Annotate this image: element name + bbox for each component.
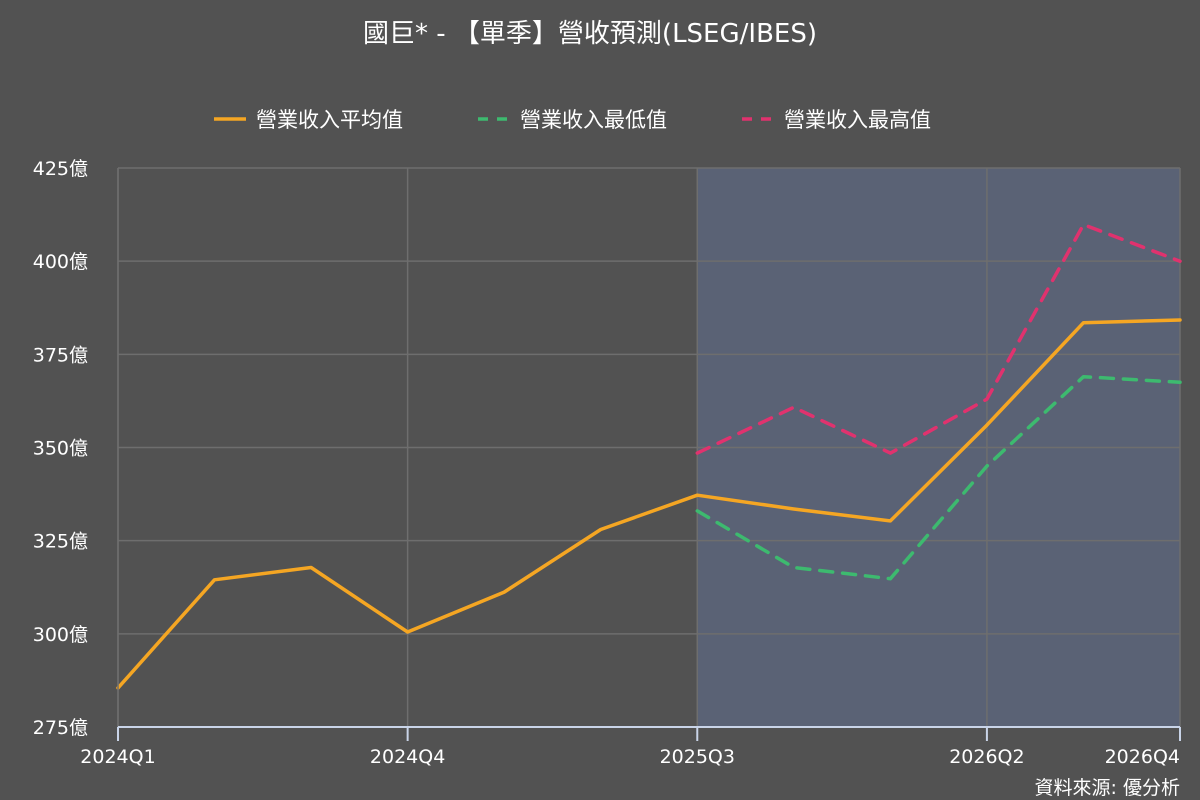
y-tick-label: 325億	[33, 531, 88, 553]
x-tick-label: 2026Q4	[1105, 746, 1180, 768]
y-tick-label: 400億	[33, 251, 88, 273]
x-tick-label: 2024Q1	[80, 746, 155, 768]
series-layer	[116, 222, 1182, 690]
legend-label: 營業收入最高值	[784, 108, 931, 132]
legend: 營業收入平均值 營業收入最低值 營業收入最高值	[214, 108, 931, 132]
y-tick-label: 275億	[33, 717, 88, 739]
y-tick-label: 300億	[33, 624, 88, 646]
y-tick-label: 425億	[33, 158, 88, 180]
series-line	[116, 318, 1182, 690]
x-tick-label: 2024Q4	[370, 746, 445, 768]
x-tick-label: 2026Q2	[949, 746, 1024, 768]
y-tick-label: 375億	[33, 344, 88, 366]
chart-title: 國巨* - 【單季】營收預測(LSEG/IBES)	[363, 19, 817, 49]
x-tick-label: 2025Q3	[660, 746, 735, 768]
legend-label: 營業收入最低值	[520, 108, 667, 132]
series-line	[695, 222, 1182, 455]
axes: 275億 300億 325億 350億 375億 400億 425億 2024Q1 2024Q4…	[33, 158, 1181, 768]
legend-label: 營業收入平均值	[256, 108, 403, 132]
chart-source: 資料來源: 優分析	[1035, 777, 1180, 799]
y-tick-label: 350億	[33, 438, 88, 460]
series-line	[695, 374, 1182, 581]
